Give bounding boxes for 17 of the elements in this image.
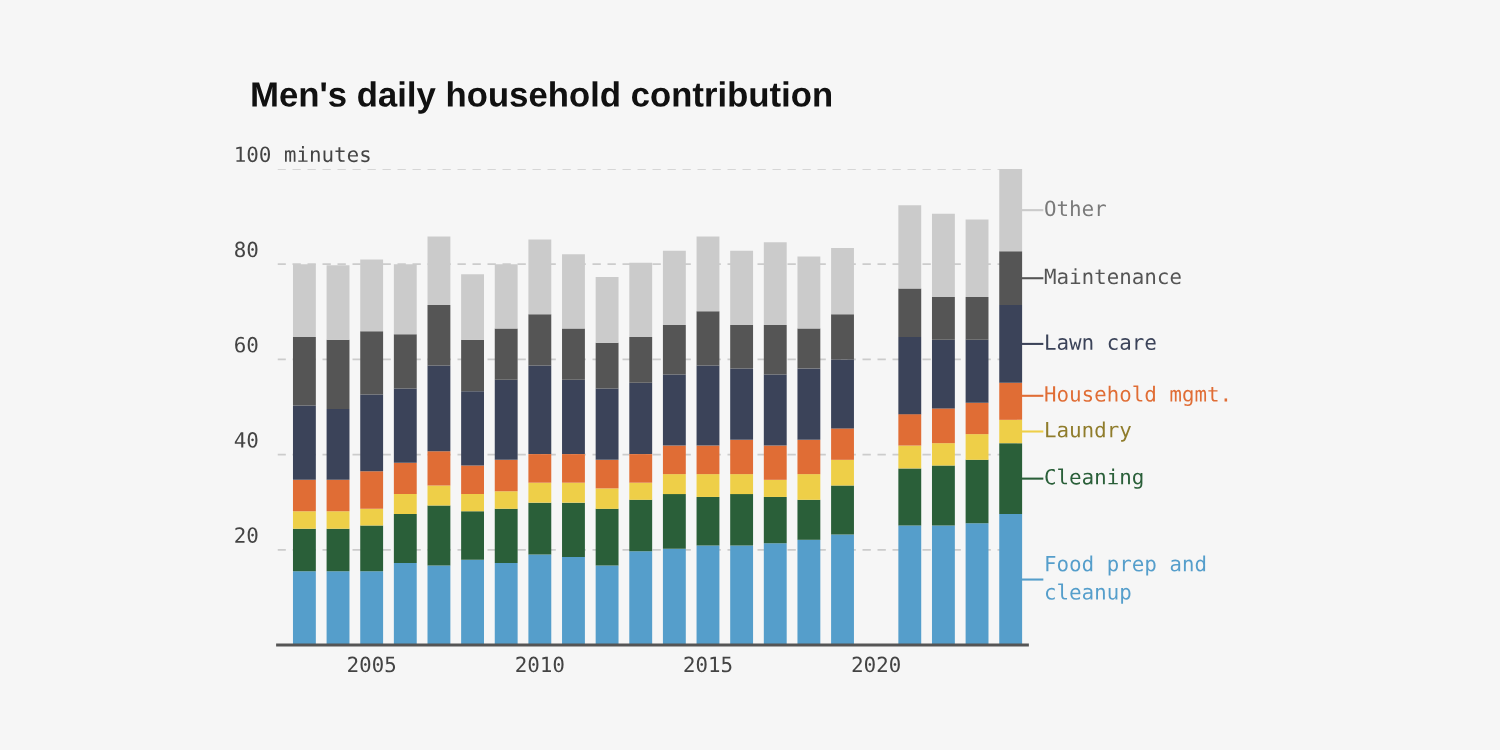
y-tick-label: 40 xyxy=(234,432,258,448)
legend-label: Other xyxy=(1045,200,1106,217)
legend-label: Maintenance xyxy=(1044,268,1181,285)
x-tick-label: 2010 xyxy=(516,656,564,673)
chart-title: Men's daily household contribution xyxy=(252,81,832,114)
x-tick-label: 2020 xyxy=(852,656,900,673)
x-tick-label: 2005 xyxy=(348,656,396,673)
legend-label: Household mgmt. xyxy=(1045,385,1228,407)
legend-label: Food prep and cleanup xyxy=(1045,555,1206,604)
y-tick-label: 100 minutes xyxy=(236,146,370,163)
y-tick-label: 80 xyxy=(235,241,258,258)
y-tick-label: 60 xyxy=(235,336,258,353)
y-tick-label: 20 xyxy=(235,527,258,543)
legend-label: Laundry xyxy=(1046,421,1131,442)
legend-label: Lawn care xyxy=(1046,334,1156,351)
legend-label: Cleaning xyxy=(1045,468,1143,489)
x-tick-label: 2015 xyxy=(684,656,732,673)
